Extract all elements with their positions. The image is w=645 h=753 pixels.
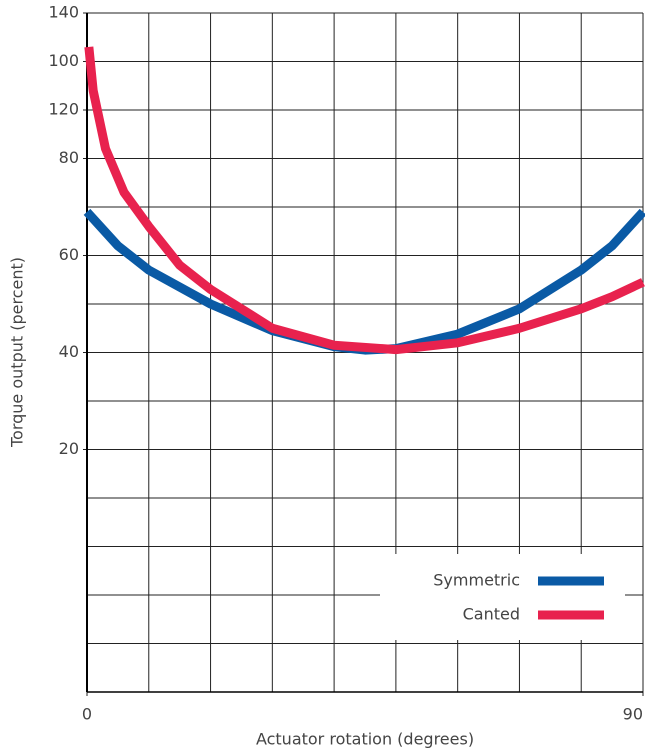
y-axis-label: Torque output (percent) [8, 257, 27, 448]
legend-swatch [538, 610, 604, 620]
y-tick-label: 120 [48, 100, 79, 119]
legend-label: Symmetric [433, 571, 520, 590]
y-tick-label: 20 [59, 439, 79, 458]
y-tick-label: 40 [59, 342, 79, 361]
y-tick-label: 80 [59, 148, 79, 167]
x-tick-label: 90 [623, 705, 643, 724]
legend-swatch [538, 576, 604, 586]
y-tick-label: 60 [59, 245, 79, 264]
x-axis-label: Actuator rotation (degrees) [256, 730, 474, 749]
legend: Symmetric Canted [380, 554, 625, 640]
y-tick-label: 100 [48, 51, 79, 70]
legend-label: Canted [463, 605, 520, 624]
series-line [84, 46, 645, 355]
x-tick-label: 0 [82, 705, 92, 724]
y-tick-label: 140 [48, 3, 79, 22]
series-line [83, 208, 645, 355]
legend-box [380, 554, 625, 640]
